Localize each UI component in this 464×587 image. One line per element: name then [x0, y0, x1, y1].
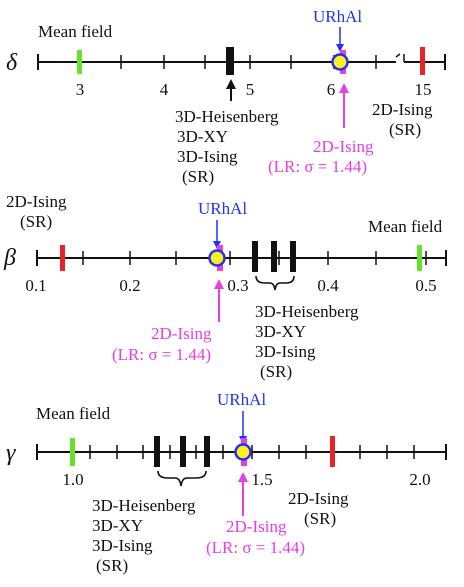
gamma-3d-sr-marker: [204, 436, 210, 467]
gamma-sr-2d-ising-label-line: 2D-Ising: [288, 489, 349, 508]
beta-mean-field-label: Mean field: [368, 217, 443, 236]
delta-3d-sr-label-line: 3D-Ising: [177, 147, 238, 166]
gamma-tick-label: 1.0: [62, 470, 83, 489]
beta-3d-sr-label-line: 3D-XY: [255, 322, 306, 341]
delta-axis-break-mark: [395, 53, 401, 58]
beta-tick-label: 0.1: [25, 276, 46, 295]
delta-mean-field-marker: [77, 50, 82, 74]
gamma-tick-label: 1.5: [251, 470, 272, 489]
delta-3d-sr-label-line: 3D-Heisenberg: [175, 107, 279, 126]
gamma-urhal-marker: [234, 443, 252, 461]
beta-3d-sr-marker: [290, 241, 296, 272]
beta-lr-2d-ising-label-line: 2D-Ising: [151, 324, 212, 343]
delta-sr-2d-ising-label-line: (SR): [389, 120, 421, 139]
delta-tick-label: 5: [246, 80, 255, 99]
beta-3d-sr-label-line: 3D-Ising: [255, 342, 316, 361]
gamma-lr-2d-ising-label-line: 2D-Ising: [226, 517, 287, 536]
delta-mean-field-label: Mean field: [38, 22, 113, 41]
delta-lr-2d-ising-label-line: (LR: σ = 1.44): [268, 157, 367, 176]
gamma-symbol: γ: [6, 440, 16, 466]
delta-3d-sr-label-line: (SR): [182, 167, 214, 186]
beta-urhal-marker: [208, 249, 226, 267]
beta-lr-2d-ising-label-line: (LR: σ = 1.44): [112, 345, 211, 364]
gamma-tick-label: 2.0: [409, 470, 430, 489]
gamma-3d-sr-label-line: 3D-XY: [92, 516, 143, 535]
beta-3d-sr-label-line: 3D-Heisenberg: [255, 302, 359, 321]
beta-sr-2d-ising-label-line: 2D-Ising: [6, 192, 67, 211]
beta-tick-label: 0.4: [317, 276, 339, 295]
delta-urhal-label: URhAl: [313, 7, 362, 26]
gamma-3d-sr-marker: [180, 436, 186, 467]
beta-sr-2d-ising-label-line: (SR): [20, 212, 52, 231]
beta-urhal-label: URhAl: [198, 199, 247, 218]
gamma-urhal-label: URhAl: [217, 390, 266, 409]
gamma-sr-2d-ising-marker: [330, 436, 335, 467]
delta-symbol: δ: [6, 50, 18, 76]
gamma-3d-sr-label-line: (SR): [96, 556, 128, 575]
beta-3d-sr-label-line: (SR): [260, 362, 292, 381]
delta-3d-sr-marker: [226, 47, 234, 75]
delta-tick-label: 3: [76, 80, 85, 99]
delta-lr-2d-ising-label-line: 2D-Ising: [313, 137, 374, 156]
beta-tick-label: 0.3: [227, 276, 248, 295]
gamma-mean-field-marker: [70, 438, 75, 466]
delta-sr-2d-ising-label-line: 2D-Ising: [372, 100, 433, 119]
delta-tick-label: 4: [160, 80, 169, 99]
gamma-mean-field-label: Mean field: [36, 404, 111, 423]
beta-sr-2d-ising-marker: [60, 245, 65, 271]
beta-tick-label: 0.2: [119, 276, 140, 295]
delta-panel: δ 3 4 5 6 15 Mean field 3D-He: [6, 7, 446, 186]
beta-mean-field-marker: [417, 245, 422, 271]
beta-symbol: β: [3, 245, 16, 271]
gamma-3d-sr-marker: [154, 436, 160, 467]
gamma-3d-sr-brace: [157, 470, 207, 487]
gamma-minor-ticks: [89, 445, 415, 459]
delta-tick-label: 15: [415, 80, 432, 99]
delta-3d-sr-label-line: 3D-XY: [177, 127, 228, 146]
delta-tick-label: 6: [327, 80, 336, 99]
gamma-lr-2d-ising-label-line: (LR: σ = 1.44): [206, 538, 305, 557]
beta-panel: β 0.1 0.2 0.3 0.4 0.5 2D-Ising (SR) Mean…: [3, 192, 447, 381]
gamma-panel: γ 1.0 1.5 2.0 Mean field 3D: [6, 390, 447, 575]
gamma-3d-sr-label-line: 3D-Heisenberg: [92, 496, 196, 515]
delta-urhal-marker: [331, 53, 349, 71]
gamma-sr-2d-ising-label-line: (SR): [304, 509, 336, 528]
beta-3d-sr-marker: [252, 241, 258, 272]
beta-tick-label: 0.5: [415, 276, 436, 295]
beta-minor-ticks: [82, 251, 427, 265]
beta-3d-sr-brace: [255, 275, 295, 291]
gamma-3d-sr-label-line: 3D-Ising: [92, 536, 153, 555]
beta-3d-sr-marker: [271, 241, 277, 272]
delta-sr-2d-ising-marker: [420, 47, 425, 75]
